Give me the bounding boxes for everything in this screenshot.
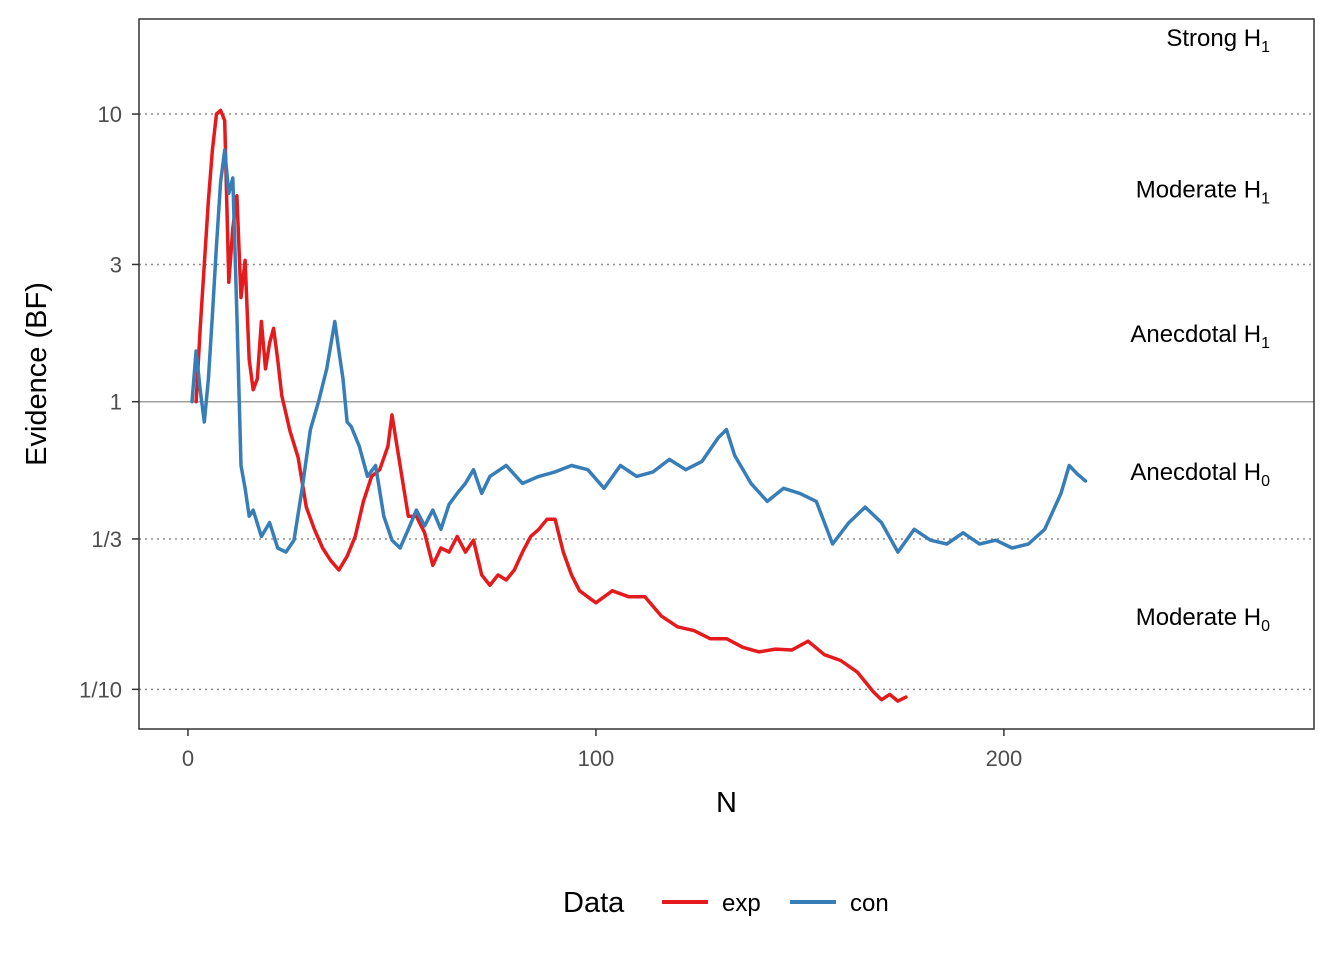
grid-layer	[139, 113, 1314, 691]
x-tick-label: 200	[986, 746, 1023, 771]
legend: Data exp con	[563, 887, 889, 919]
region-label: Strong H1	[1166, 25, 1270, 56]
y-tick-label: 3	[110, 252, 122, 277]
legend-label-con: con	[850, 890, 889, 917]
y-tick-label: 1	[110, 390, 122, 415]
x-axis-title: N	[716, 787, 737, 819]
region-label: Anecdotal H0	[1130, 459, 1270, 490]
y-tick-label: 10	[98, 102, 122, 127]
series-line-exp	[194, 108, 908, 703]
series-line-con	[190, 148, 1088, 554]
y-axis-title: Evidence (BF)	[21, 282, 53, 466]
region-label: Moderate H1	[1136, 177, 1270, 208]
series-layer	[190, 108, 1088, 703]
legend-label-exp: exp	[722, 890, 761, 917]
axis-layer: 0 100 200 1/10 1/3 1 3 10	[79, 102, 1022, 771]
region-label: Anecdotal H1	[1130, 321, 1270, 352]
region-label: Moderate H0	[1136, 604, 1270, 635]
y-tick-label: 1/10	[79, 677, 122, 702]
panel-border	[138, 18, 1315, 730]
legend-title: Data	[563, 887, 625, 919]
x-tick-label: 0	[182, 746, 194, 771]
y-tick-label: 1/3	[91, 527, 122, 552]
region-labels: Strong H1 Moderate H1 Anecdotal H1 Anecdota…	[1130, 25, 1270, 635]
x-tick-label: 100	[578, 746, 615, 771]
